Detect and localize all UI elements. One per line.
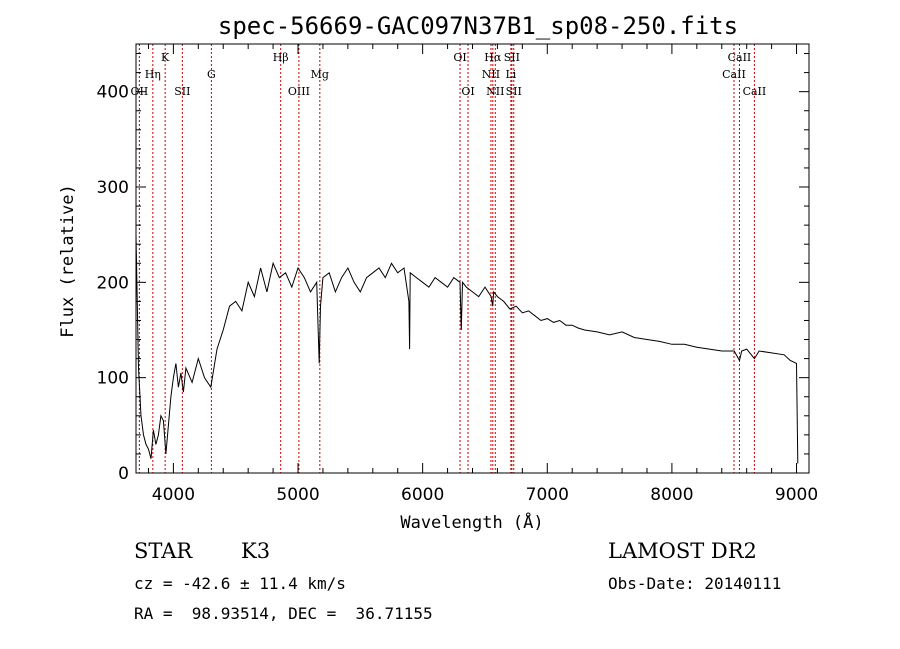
spectral-line-label: SII: [174, 85, 190, 98]
x-tick-label: 4000: [152, 485, 195, 505]
y-tick-label: 100: [97, 369, 129, 389]
spectral-line-label: SII: [504, 51, 520, 64]
spectrum-line: [135, 234, 799, 464]
obs-date-text: Obs-Date: 20140111: [608, 574, 782, 593]
spectral-line-label: Li: [505, 68, 516, 81]
x-tick-label: 7000: [526, 485, 569, 505]
x-axis-title: Wavelength (Å): [400, 511, 543, 533]
spectral-line-label: OI: [453, 51, 466, 64]
x-tick-label: 8000: [650, 485, 693, 505]
spectral-line-label: CaII: [722, 68, 746, 81]
spectral-line-markers: [138, 44, 755, 473]
x-tick-label: 6000: [401, 485, 444, 505]
axis-ticks: [136, 44, 809, 474]
chart-title: spec-56669-GAC097N37B1_sp08-250.fits: [218, 12, 738, 40]
y-tick-label: 0: [118, 464, 129, 484]
survey-name: LAMOST DR2: [608, 539, 757, 563]
spectral-line-labels: HηOIIKSIIGHβOIIIMgOIOIHαNIINIISIILiSIICa…: [131, 51, 767, 98]
spectral-line-label: CaII: [743, 85, 767, 98]
y-axis-title: Flux (relative): [58, 184, 78, 338]
spectral-line-label: Hα: [484, 51, 502, 64]
y-tick-label: 300: [97, 178, 129, 198]
spectral-line-label: OI: [461, 85, 474, 98]
spectral-line-label: OIII: [288, 85, 310, 98]
coordinates-text: RA = 98.93514, DEC = 36.71155: [134, 604, 433, 623]
spectral-line-label: Hβ: [273, 51, 289, 64]
spectral-line-label: K: [161, 51, 170, 64]
y-tick-label: 400: [97, 83, 129, 103]
x-tick-label: 5000: [276, 485, 319, 505]
spectral-line-label: G: [207, 68, 216, 81]
object-subclass: K3: [241, 539, 271, 563]
spectral-line-label: Hη: [145, 68, 161, 81]
axis-tick-labels: 4000 5000 6000 7000 8000 9000 0 100 200 300 400: [97, 83, 819, 505]
spectral-line-label: CaII: [728, 51, 752, 64]
x-tick-label: 9000: [775, 485, 818, 505]
spectral-line-label: SII: [506, 85, 522, 98]
spectral-line-label: Mg: [311, 68, 329, 81]
object-class: STAR: [134, 539, 193, 563]
spectral-line-label: NII: [486, 85, 504, 98]
spectral-line-label: NII: [482, 68, 500, 81]
redshift-text: cz = -42.6 ± 11.4 km/s: [134, 574, 346, 593]
plot-frame: [135, 43, 810, 474]
y-tick-label: 200: [97, 273, 129, 293]
